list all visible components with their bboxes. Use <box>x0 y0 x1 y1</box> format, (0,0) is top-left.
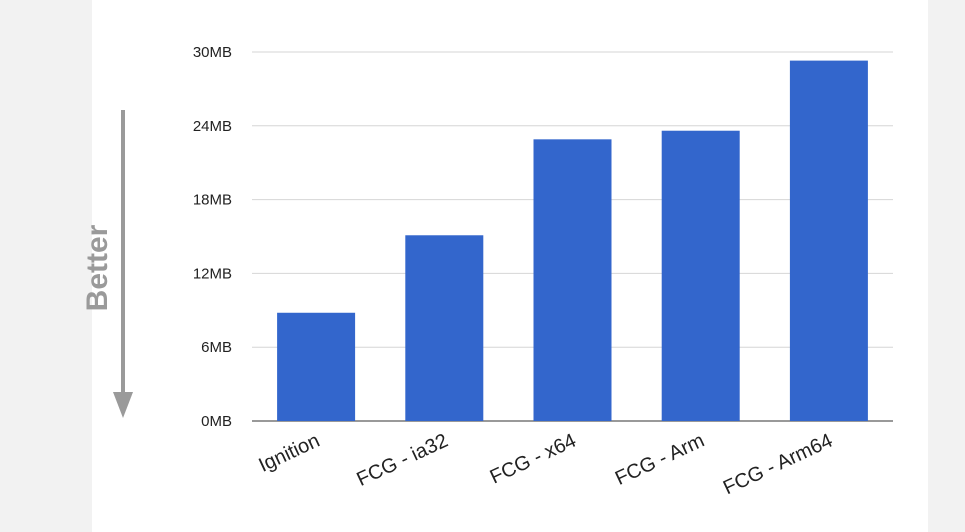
chart-panel <box>92 0 928 532</box>
better-label: Better <box>81 224 114 311</box>
better-arrow-head <box>113 392 133 418</box>
y-axis-ticks: 0MB 6MB 12MB 18MB 24MB 30MB <box>193 44 232 430</box>
bar <box>405 235 484 421</box>
x-category-label: FCG - ia32 <box>353 430 451 491</box>
y-tick-label: 30MB <box>193 44 232 61</box>
x-category-label: FCG - x64 <box>487 430 580 489</box>
y-tick-label: 0MB <box>201 413 232 430</box>
bar <box>277 312 356 421</box>
bars <box>277 60 868 422</box>
bar <box>661 130 740 421</box>
bar <box>789 60 868 422</box>
y-tick-label: 24MB <box>193 118 232 135</box>
bar <box>533 139 612 421</box>
y-tick-label: 6MB <box>201 339 232 356</box>
x-axis-labels: Ignition FCG - ia32 FCG - x64 FCG - Arm FCG … <box>255 430 836 500</box>
better-annotation: Better <box>81 110 133 418</box>
y-tick-label: 18MB <box>193 192 232 209</box>
x-category-label: Ignition <box>255 430 323 477</box>
y-tick-label: 12MB <box>193 265 232 282</box>
x-category-label: FCG - Arm64 <box>720 430 836 500</box>
x-category-label: FCG - Arm <box>612 430 708 490</box>
